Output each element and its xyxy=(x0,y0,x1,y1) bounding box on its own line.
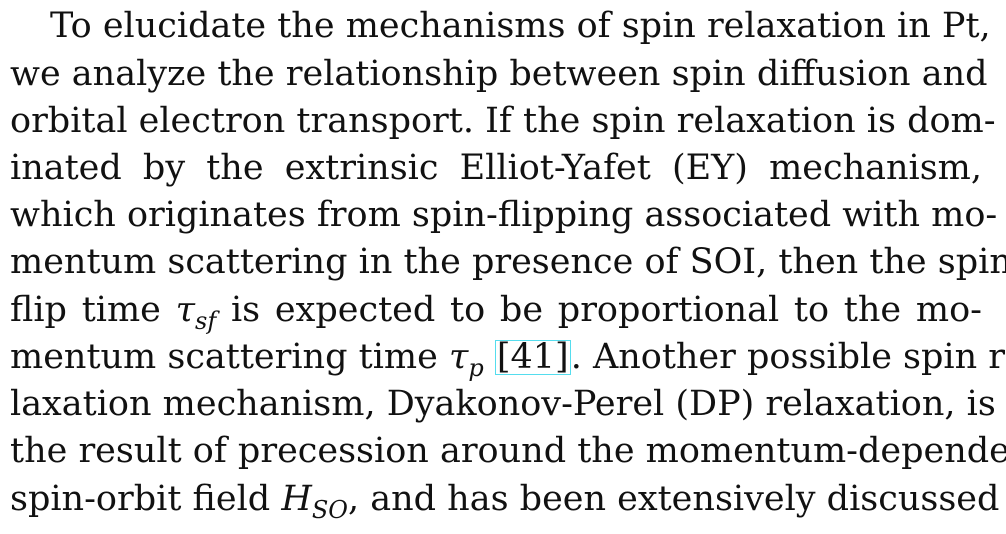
line-5-text: which originates from spin-flipping asso… xyxy=(10,195,998,235)
line-10-text: the result of precession around the mome… xyxy=(10,431,1006,471)
text-line-10: the result of precession around the mome… xyxy=(10,427,1006,475)
line-11-end: , and has been extensively discussed xyxy=(347,479,1000,519)
line-1-text: To elucidate the mechanisms of spin rela… xyxy=(50,6,991,46)
tau-symbol: τ xyxy=(175,290,196,330)
tau-p-subscript: p xyxy=(468,354,484,382)
citation-link[interactable]: [41] xyxy=(494,337,571,377)
text-line-9: laxation mechanism, Dyakonov-Perel (DP) … xyxy=(10,380,996,428)
text-line-4: inated by the extrinsic Elliot-Yafet (EY… xyxy=(10,144,982,192)
text-line-3: orbital electron transport. If the spin … xyxy=(10,97,996,145)
line-11-start: spin-orbit field xyxy=(10,479,271,519)
line-8-end: . Another possible spin re- xyxy=(570,337,1006,377)
h-so-symbol: HSO xyxy=(281,479,348,522)
text-line-7: flip time τsf is expected to be proporti… xyxy=(10,286,982,334)
text-line-11: spin-orbit field HSO, and has been exten… xyxy=(10,475,999,523)
tau-p-symbol: τp xyxy=(448,337,484,380)
tau-sf-symbol: τsf xyxy=(175,290,217,333)
line-6-text: mentum scattering in the presence of SOI… xyxy=(10,242,1006,282)
line-2-text: we analyze the relationship between spin… xyxy=(10,54,988,94)
text-line-6: mentum scattering in the presence of SOI… xyxy=(10,238,1006,286)
text-line-8: mentum scattering time τp [41]. Another … xyxy=(10,333,1006,381)
text-line-1: To elucidate the mechanisms of spin rela… xyxy=(10,2,991,50)
line-7-end: is expected to be proportional to the mo… xyxy=(230,290,982,330)
tau-sf-subscript: sf xyxy=(195,307,217,335)
text-line-5: which originates from spin-flipping asso… xyxy=(10,191,997,239)
h-symbol: H xyxy=(281,479,312,519)
line-3-text: orbital electron transport. If the spin … xyxy=(10,101,996,141)
line-4-text: inated by the extrinsic Elliot-Yafet (EY… xyxy=(10,148,982,188)
line-9-text: laxation mechanism, Dyakonov-Perel (DP) … xyxy=(10,384,996,424)
line-7-start: flip time xyxy=(10,290,161,330)
h-so-subscript: SO xyxy=(311,496,348,524)
citation-number[interactable]: 41 xyxy=(510,337,556,377)
tau-p-tau: τ xyxy=(448,337,469,377)
text-line-2: we analyze the relationship between spin… xyxy=(10,50,988,98)
line-8-start: mentum scattering time xyxy=(10,337,438,377)
